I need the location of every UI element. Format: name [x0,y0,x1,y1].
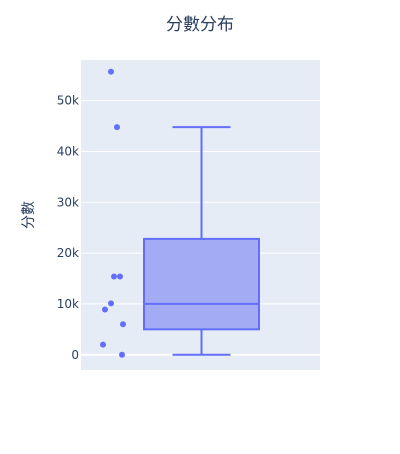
y-tick-label: 20k [57,246,79,260]
y-tick-labels: 0 10k 20k 30k 40k 50k [57,94,79,362]
chart-title: 分數分布 [166,15,234,35]
data-point [111,273,117,280]
y-axis-label: 分數 [21,201,37,229]
y-tick-label: 0 [71,348,79,362]
data-point [120,321,126,328]
data-point [119,351,125,358]
y-tick-label: 40k [57,144,79,158]
y-tick-label: 30k [57,195,79,209]
data-point [108,300,114,307]
data-point [114,124,120,131]
data-point [108,68,114,75]
data-point [102,306,108,313]
data-points [100,68,126,358]
box-series [143,126,260,356]
box-body [143,237,260,331]
y-tick-label: 50k [57,94,79,108]
data-point [100,341,106,348]
data-point [117,273,123,280]
y-tick-label: 10k [57,297,79,311]
